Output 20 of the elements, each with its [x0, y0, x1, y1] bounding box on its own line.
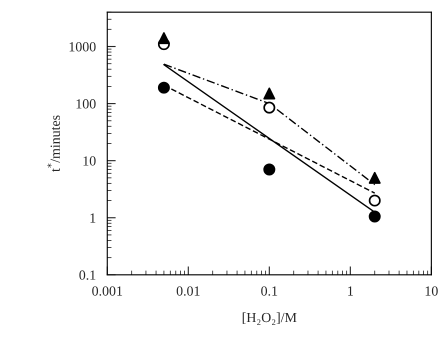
- y-tick-label: 1000: [70, 42, 96, 52]
- point: [158, 82, 170, 94]
- x-tick-label: 0.01: [176, 286, 200, 296]
- point: [263, 164, 276, 176]
- y-tick-label: 0.1: [79, 270, 96, 280]
- point: [368, 210, 381, 223]
- x-tick-label: 10: [426, 286, 438, 296]
- point: [263, 88, 276, 100]
- y-tick-label: 100: [76, 99, 96, 109]
- x-tick-label: 0.1: [261, 286, 278, 296]
- x-tick-label: 0.001: [92, 286, 122, 296]
- x-axis-title: [H₂O₂]/M: [242, 312, 297, 325]
- point: [263, 102, 276, 114]
- x-tick-label: 1: [348, 286, 353, 296]
- y-tick-label: 10: [84, 156, 96, 166]
- point: [368, 172, 381, 184]
- point: [368, 194, 381, 207]
- y-tick-label: 1: [90, 213, 96, 223]
- y-axis-title: t$^{*}$/minutes: [47, 115, 60, 172]
- point: [158, 32, 170, 44]
